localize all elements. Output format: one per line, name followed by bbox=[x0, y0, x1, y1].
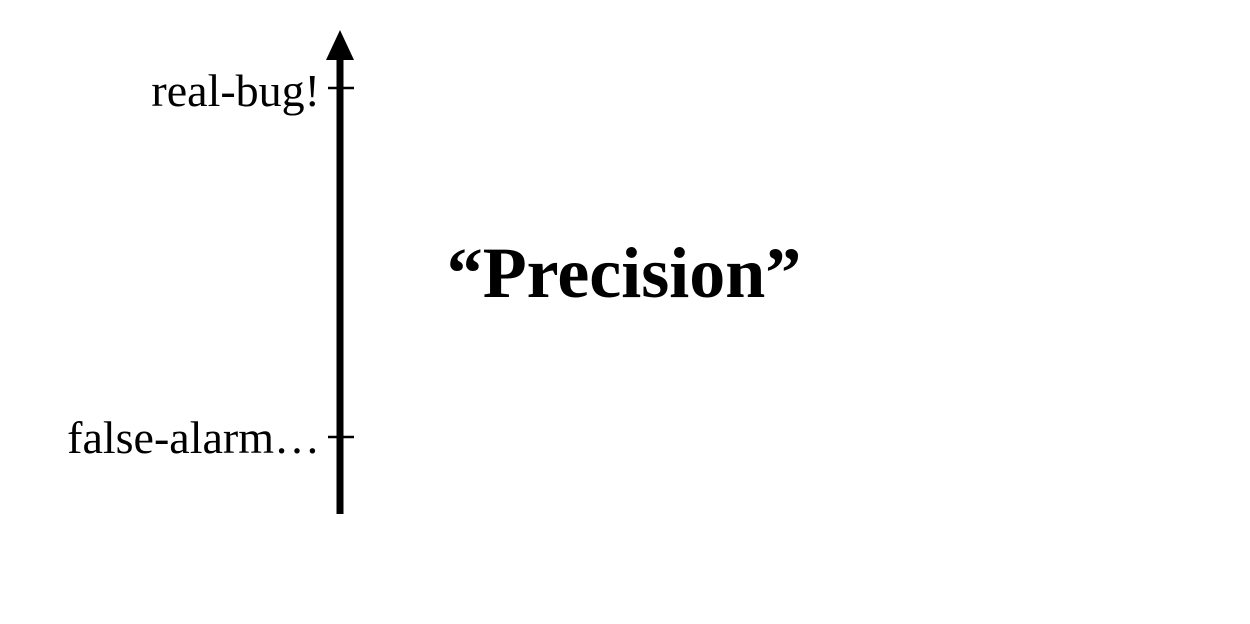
axis-arrow-head bbox=[326, 30, 354, 60]
tick-label-real-bug: real-bug! bbox=[151, 65, 320, 116]
diagram-title: “Precision” bbox=[447, 233, 802, 313]
tick-label-false-alarm: false-alarm… bbox=[67, 412, 320, 463]
